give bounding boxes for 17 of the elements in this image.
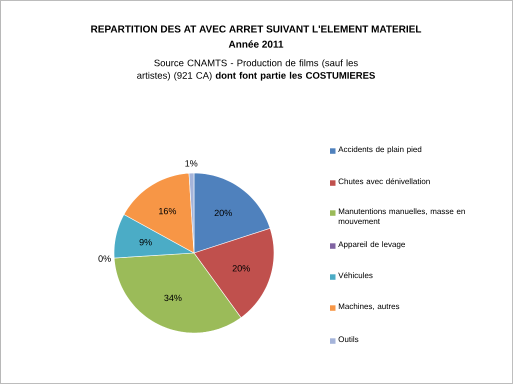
data-label: 9% [140,239,152,246]
data-label: 20% [214,210,232,216]
text: 0% [98,255,111,262]
chart-title: REPARTITION DES AT AVEC ARRET SUIVANT L'ELEMENT MATERIEL [91,25,422,33]
source-note: Source CNAMTS - Production de films (sauf les artistes) (921 CA) dont font partie les COSTUMIERES [137,59,375,81]
legend-label: Outils [338,336,358,342]
data-label: 20% [232,265,250,272]
legend-label: Appareil de levage [338,241,405,249]
legend-label: Machines, autres [338,303,400,310]
data-label: 16% [159,208,176,214]
legend-label: Manutentions manuelles, masse en mouvement [338,208,465,224]
data-label: 1% [185,160,198,167]
chart-subtitle: Année 2011 [228,40,284,48]
legend-label: Accidents de plain pied [338,146,422,154]
data-label: 34% [164,294,182,302]
legend-label: Chutes avec dénivellation [338,178,430,184]
legend-label: Véhicules [338,272,373,278]
